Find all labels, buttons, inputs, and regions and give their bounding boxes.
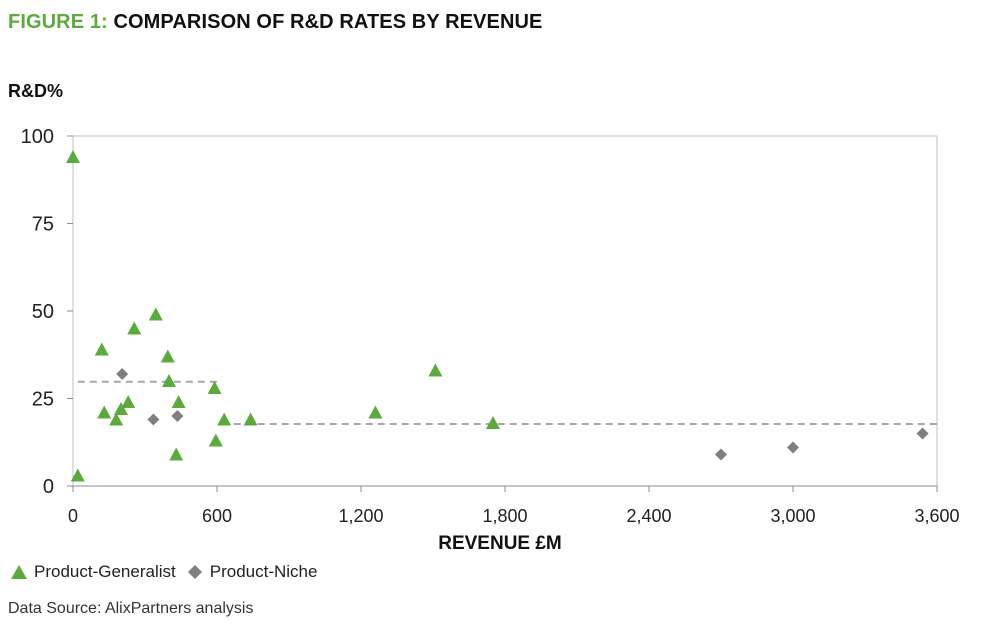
chart-title: FIGURE 1: COMPARISON OF R&D RATES BY REV… — [8, 11, 542, 34]
axes — [72, 135, 938, 487]
generalist-point — [169, 447, 184, 461]
x-tick-label: 1,200 — [338, 506, 383, 526]
generalist-point — [109, 412, 124, 426]
triangle-icon — [11, 565, 27, 579]
scatter-chart: 0 600 1,200 1,800 2,400 3,000 3,6000255075100 … — [21, 126, 960, 554]
data-points — [66, 150, 929, 482]
generalist-point — [208, 433, 223, 447]
x-tick-label: 2,400 — [626, 506, 671, 526]
generalist-point — [160, 349, 175, 363]
generalist-point — [171, 395, 186, 408]
y-tick-label: 100 — [21, 126, 54, 148]
figure-label: FIGURE 1: — [8, 11, 108, 33]
data-source: Data Source: AlixPartners analysis — [8, 600, 254, 617]
generalist-point — [127, 321, 142, 335]
generalist-point — [66, 150, 80, 163]
niche-point — [147, 413, 160, 426]
generalist-point — [114, 402, 128, 415]
niche-point — [715, 448, 727, 461]
generalist-point — [243, 412, 258, 426]
niche-point — [787, 441, 799, 454]
y-tick-label: 75 — [32, 214, 54, 236]
x-tick-label: 3,600 — [914, 506, 959, 526]
generalist-point — [428, 363, 443, 377]
niche-point — [116, 368, 129, 380]
x-tick-label: 1,800 — [482, 506, 527, 526]
average-lines — [77, 380, 937, 426]
niche-point — [171, 410, 184, 422]
y-tick-label: 50 — [32, 301, 54, 323]
y-tick-label: 25 — [32, 389, 54, 411]
x-tick-label: 0 — [68, 506, 78, 526]
legend: Product-Generalist Product-Niche — [10, 562, 327, 582]
tick-labels: 0 600 1,200 1,800 2,400 3,000 3,600 0 25 50 75 100 — [21, 126, 960, 526]
y-tick-label: 0 — [43, 476, 54, 498]
x-axis-label: REVENUE £M — [438, 533, 562, 554]
generalist-point — [207, 381, 222, 394]
legend-label-generalist: Product-Generalist — [34, 562, 176, 581]
generalist-point — [148, 307, 163, 321]
generalist-point — [486, 416, 500, 429]
generalist-point — [162, 374, 176, 387]
generalist-point — [97, 405, 112, 419]
legend-label-niche: Product-Niche — [209, 562, 318, 581]
plot-frame — [72, 135, 938, 487]
figure-title: COMPARISON OF R&D RATES BY REVENUE — [113, 11, 543, 33]
legend-item-niche: Product-Niche — [186, 562, 318, 582]
niche-point — [916, 427, 929, 440]
legend-item-generalist: Product-Generalist — [10, 562, 176, 582]
generalist-point — [94, 342, 109, 356]
generalist-point — [217, 412, 232, 426]
x-tick-label: 600 — [202, 506, 232, 526]
generalist-point — [70, 468, 85, 482]
x-tick-label: 3,000 — [770, 506, 815, 526]
y-axis-label: R&D% — [8, 81, 64, 101]
generalist-point — [121, 395, 136, 408]
generalist-point — [368, 405, 383, 419]
diamond-icon — [187, 565, 202, 579]
